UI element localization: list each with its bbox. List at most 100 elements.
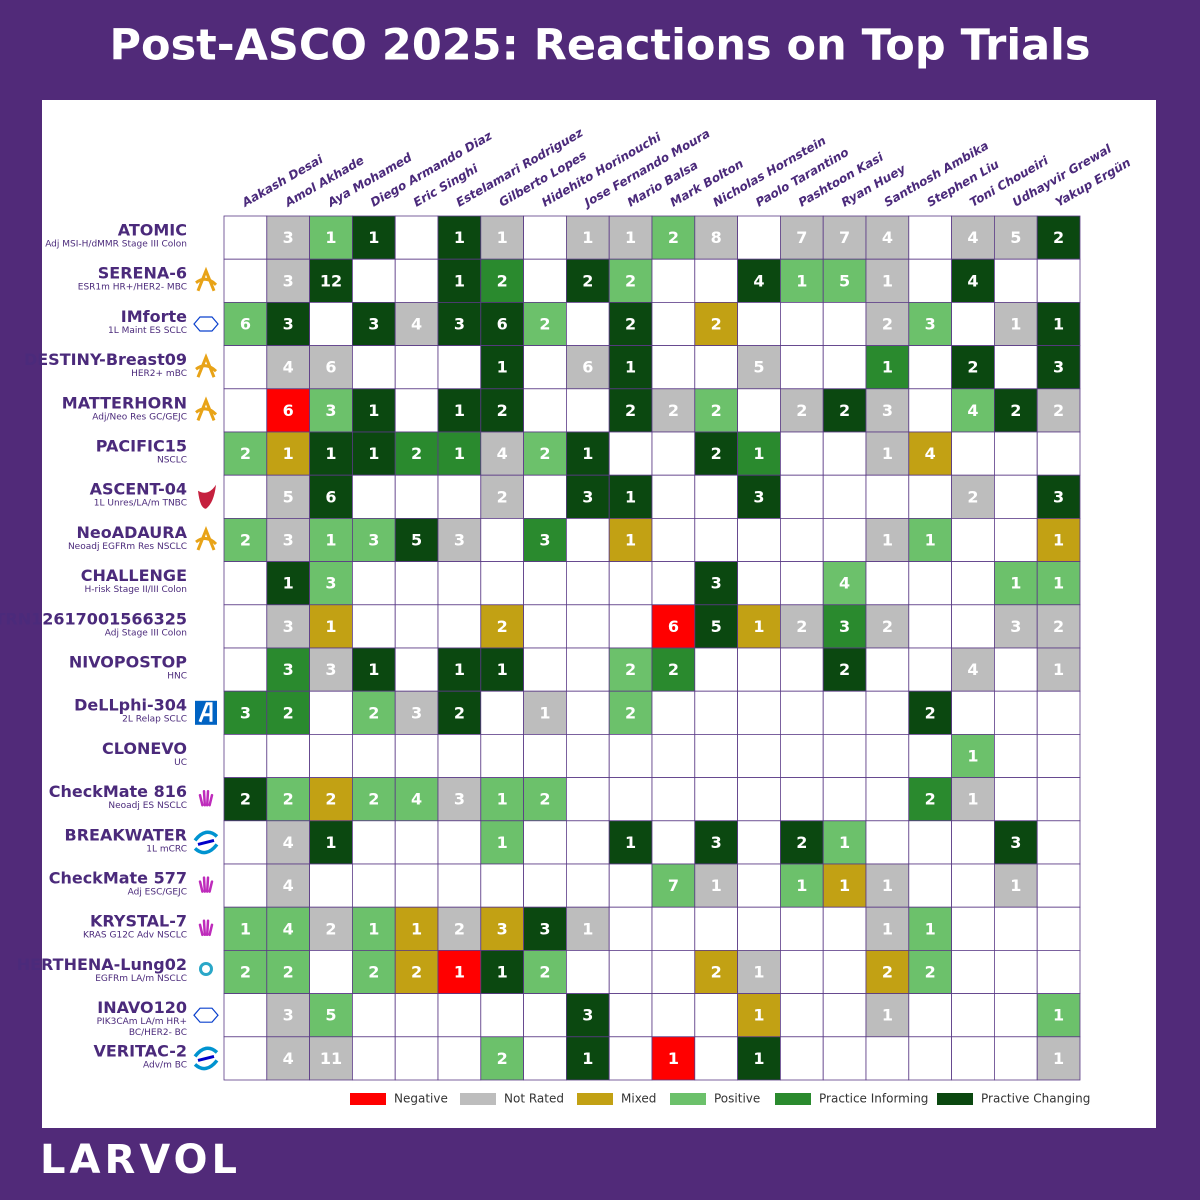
cell-value: 6 <box>325 358 336 377</box>
legend-swatch <box>460 1093 496 1105</box>
cell-value: 2 <box>796 401 807 420</box>
cell-value: 6 <box>668 617 679 636</box>
cell <box>651 777 696 822</box>
cell-value: 1 <box>325 617 336 636</box>
cell-value: 1 <box>625 228 636 247</box>
cell-value: 2 <box>925 963 936 982</box>
trial-name: KRYSTAL-7 <box>90 912 187 931</box>
cell <box>737 993 781 1038</box>
cell-value: 1 <box>240 919 251 938</box>
cell <box>780 474 824 519</box>
cell-value: 3 <box>454 531 465 550</box>
cell <box>651 215 696 260</box>
trial-subtitle: HNC <box>167 672 187 682</box>
cell <box>951 604 995 649</box>
cell <box>309 345 353 390</box>
cell-value: 1 <box>882 271 893 290</box>
cell <box>608 561 653 606</box>
cell-value: 4 <box>967 660 978 679</box>
cell-value: 4 <box>283 919 294 938</box>
cell-value: 3 <box>283 660 294 679</box>
cell <box>608 820 653 865</box>
cell <box>523 1036 567 1081</box>
cell-value: 1 <box>411 919 422 938</box>
cell <box>309 215 353 260</box>
cell-value: 2 <box>497 401 508 420</box>
cell <box>908 345 952 390</box>
cell <box>651 561 696 606</box>
cell <box>908 561 952 606</box>
cell <box>822 518 867 563</box>
cell <box>566 561 610 606</box>
cell-value: 4 <box>882 228 893 247</box>
cell-value: 1 <box>882 444 893 463</box>
cell <box>351 518 396 563</box>
cell-value: 4 <box>753 271 764 290</box>
cell-value: 1 <box>497 963 508 982</box>
cell-value: 2 <box>1053 401 1064 420</box>
cell <box>908 734 952 779</box>
cell <box>1036 863 1081 908</box>
cell-value: 2 <box>925 703 936 722</box>
cell <box>608 1036 653 1081</box>
cell <box>351 863 396 908</box>
cell <box>951 863 995 908</box>
cell <box>651 518 696 563</box>
cell <box>223 301 268 346</box>
cell-value: 1 <box>796 271 807 290</box>
cell <box>1036 777 1081 822</box>
cell-value: 2 <box>625 703 636 722</box>
cell <box>266 474 310 519</box>
cell <box>566 301 610 346</box>
trial-subtitle: 1L Maint ES SCLC <box>108 326 187 336</box>
cell <box>223 518 268 563</box>
cell <box>1036 906 1081 951</box>
cell <box>437 561 482 606</box>
cell <box>394 993 439 1038</box>
legend-label: Positive <box>714 1092 760 1106</box>
cell <box>351 258 396 303</box>
cell-value: 1 <box>454 444 465 463</box>
cell <box>394 215 439 260</box>
cell-value: 2 <box>711 401 722 420</box>
cell-value: 2 <box>839 660 850 679</box>
cell <box>223 993 268 1038</box>
cell <box>951 518 995 563</box>
cell <box>865 820 910 865</box>
cell-value: 1 <box>454 228 465 247</box>
cell-value: 1 <box>625 487 636 506</box>
trial-name: ATOMIC <box>118 221 187 240</box>
cell <box>608 301 653 346</box>
trial-subtitle: NSCLC <box>157 456 187 466</box>
cell <box>309 474 353 519</box>
cell-value: 1 <box>882 358 893 377</box>
legend-label: Mixed <box>621 1092 656 1106</box>
cell-value: 2 <box>240 531 251 550</box>
cell-value: 2 <box>668 660 679 679</box>
cell-value: 2 <box>625 271 636 290</box>
logo <box>202 965 210 973</box>
cell <box>865 431 910 476</box>
cell-value: 5 <box>325 1006 336 1025</box>
cell-value: 3 <box>283 315 294 334</box>
cell-value: 1 <box>925 531 936 550</box>
cell <box>309 993 353 1038</box>
cell-value: 1 <box>497 358 508 377</box>
cell-value: 4 <box>967 228 978 247</box>
cell-value: 3 <box>882 401 893 420</box>
cell-value: 3 <box>1053 487 1064 506</box>
cell-value: 4 <box>283 1049 294 1068</box>
cell <box>651 345 696 390</box>
trial-name: DeLLphi-304 <box>74 696 187 715</box>
logo <box>202 876 207 893</box>
cell <box>480 604 524 649</box>
cell-value: 2 <box>625 660 636 679</box>
cell-value: 1 <box>839 833 850 852</box>
cell-value: 1 <box>582 919 593 938</box>
cell <box>908 1036 952 1081</box>
cell <box>651 993 696 1038</box>
logo <box>208 793 214 807</box>
trial-name: DESTINY-Breast09 <box>24 350 187 369</box>
cell-value: 2 <box>411 963 422 982</box>
cell-value: 8 <box>711 228 722 247</box>
